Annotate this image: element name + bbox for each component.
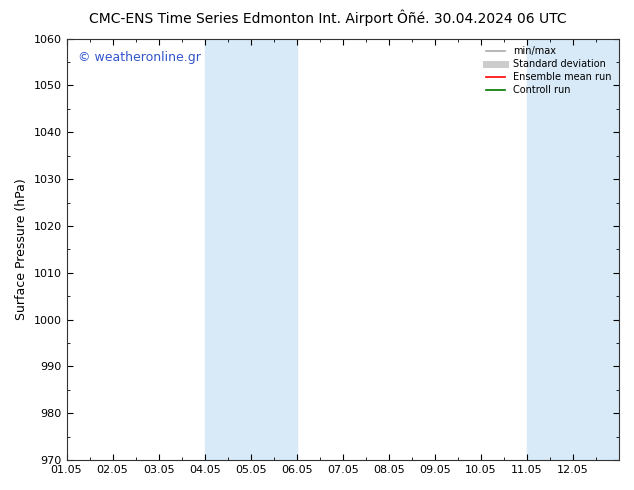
Bar [527,39,619,460]
Text: Ôñé. 30.04.2024 06 UTC: Ôñé. 30.04.2024 06 UTC [397,12,567,26]
Bar [205,39,297,460]
Text: CMC-ENS Time Series Edmonton Int. Airport: CMC-ENS Time Series Edmonton Int. Airpor… [89,12,393,26]
Legend: min/max, Standard deviation, Ensemble mean run, Controll run: min/max, Standard deviation, Ensemble me… [482,44,614,98]
Y-axis label: Surface Pressure (hPa): Surface Pressure (hPa) [15,178,28,320]
Text: © weatheronline.gr: © weatheronline.gr [77,51,200,64]
